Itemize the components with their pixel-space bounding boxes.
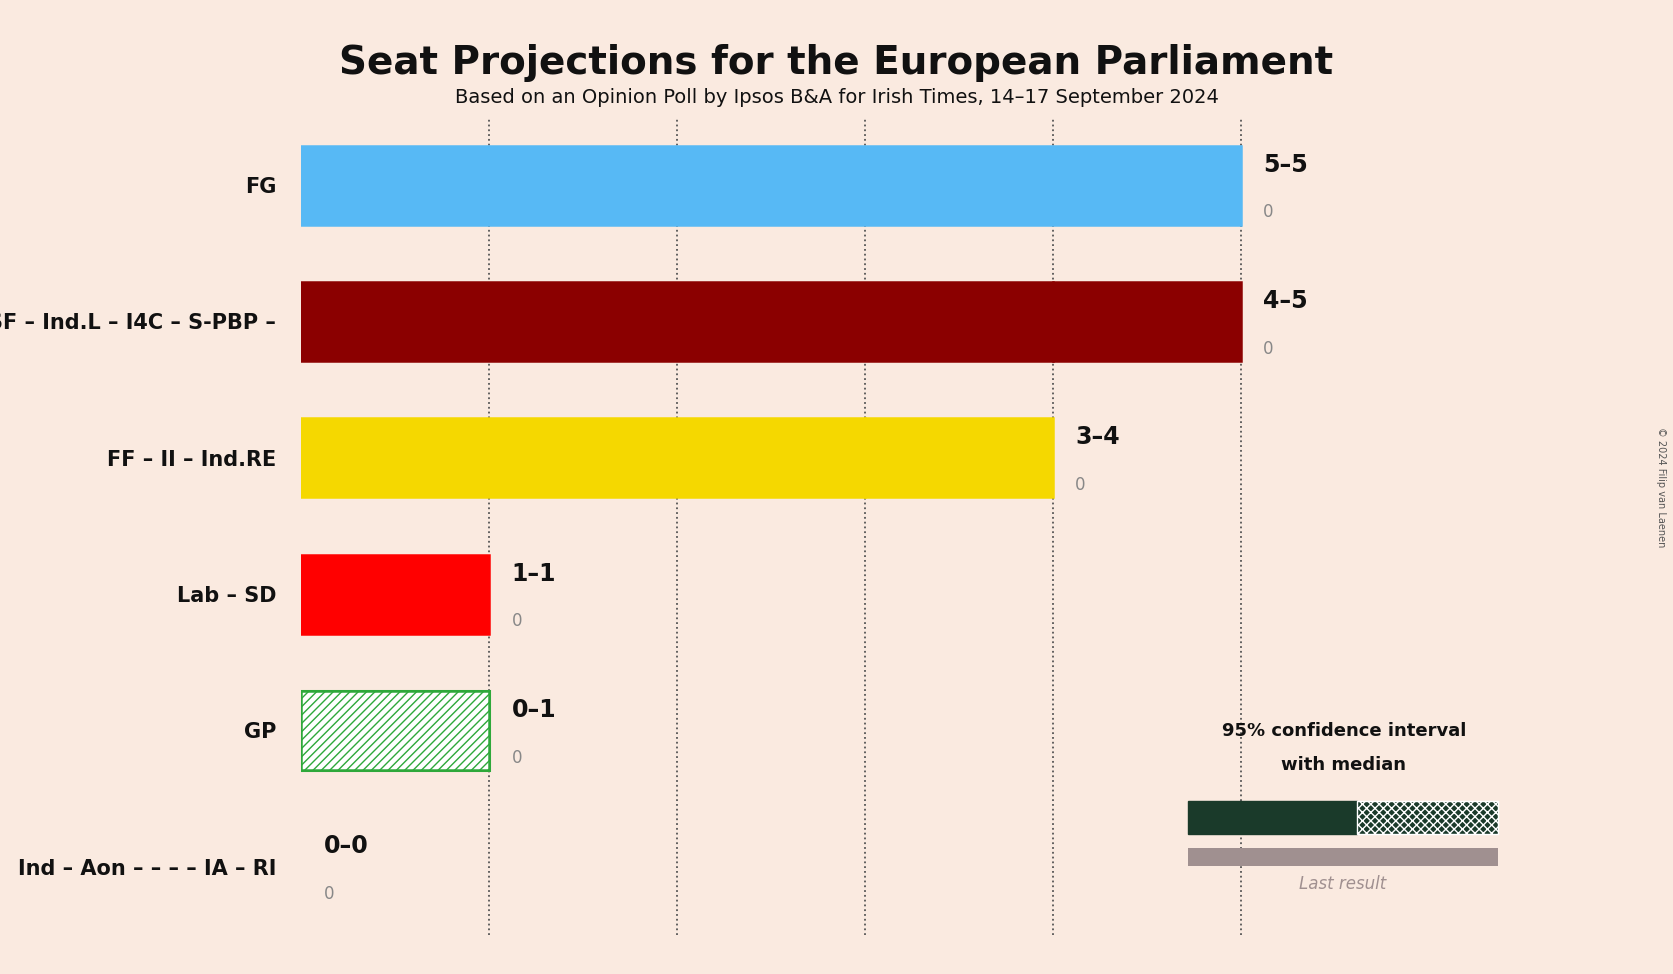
Text: 3–4: 3–4 xyxy=(1076,426,1119,449)
Text: 0–1: 0–1 xyxy=(512,698,555,722)
Text: 5–5: 5–5 xyxy=(1263,153,1308,176)
Text: Last result: Last result xyxy=(1300,875,1387,893)
Bar xyxy=(301,691,489,770)
Text: 4–5: 4–5 xyxy=(1263,289,1308,313)
Text: 0: 0 xyxy=(512,613,522,630)
Text: with median: with median xyxy=(1282,756,1407,773)
Bar xyxy=(301,691,489,770)
Bar xyxy=(1052,281,1241,361)
Text: Based on an Opinion Poll by Ipsos B&A for Irish Times, 14–17 September 2024: Based on an Opinion Poll by Ipsos B&A fo… xyxy=(455,88,1218,107)
Bar xyxy=(301,145,1241,225)
Bar xyxy=(1357,802,1497,834)
Text: 0: 0 xyxy=(1263,204,1273,221)
Text: 0: 0 xyxy=(512,749,522,767)
Text: Seat Projections for the European Parliament: Seat Projections for the European Parlia… xyxy=(340,44,1333,82)
Bar xyxy=(301,418,865,498)
Bar xyxy=(865,418,1052,498)
Bar xyxy=(1188,802,1357,834)
Bar xyxy=(1188,848,1497,866)
Text: 0–0: 0–0 xyxy=(323,835,368,858)
Text: © 2024 Filip van Laenen: © 2024 Filip van Laenen xyxy=(1656,427,1666,547)
Text: 0: 0 xyxy=(1263,340,1273,357)
Text: 0: 0 xyxy=(1076,476,1086,494)
Text: 95% confidence interval: 95% confidence interval xyxy=(1221,722,1466,739)
Bar xyxy=(301,281,1052,361)
Text: 0: 0 xyxy=(323,885,335,903)
Text: 1–1: 1–1 xyxy=(512,562,555,585)
Bar xyxy=(301,554,489,634)
